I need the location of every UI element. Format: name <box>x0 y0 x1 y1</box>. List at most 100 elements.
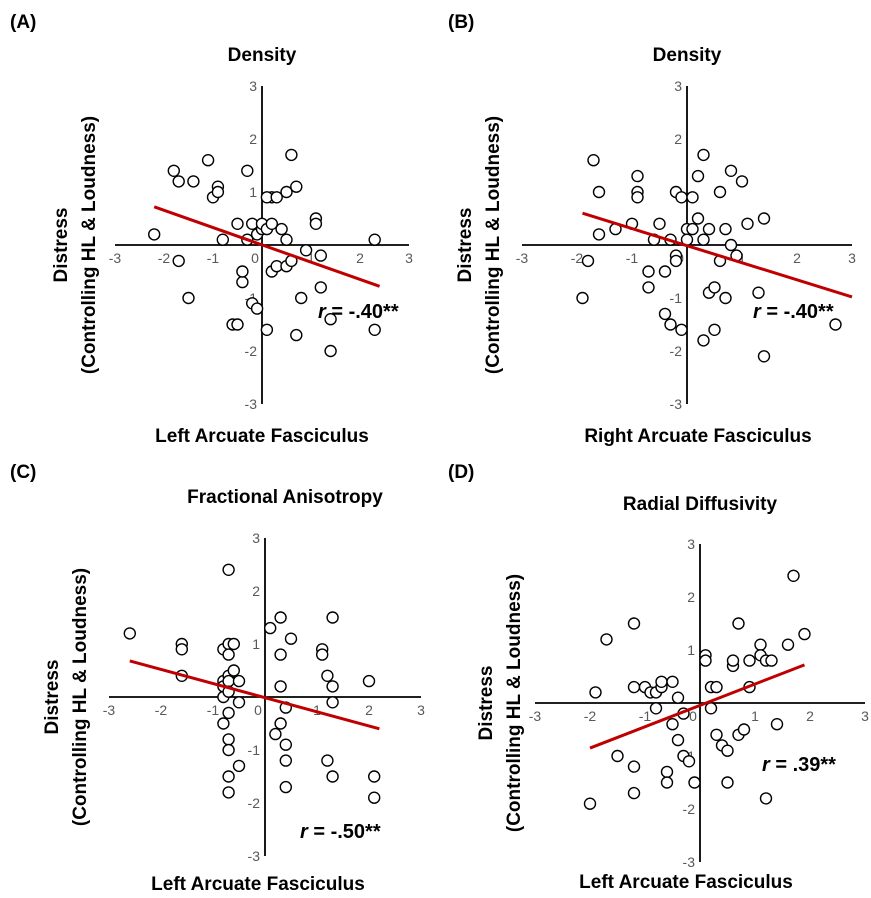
y-tick-label: 3 <box>252 530 260 546</box>
data-point <box>675 323 688 336</box>
data-point <box>250 302 264 315</box>
x-tick-label: 0 <box>254 702 262 718</box>
x-axis-label: Right Arcuate Fasciculus <box>584 426 811 447</box>
data-point <box>726 654 740 667</box>
y-axis-label-line2: (Controlling HL & Loudness) <box>504 574 525 832</box>
x-tick-label: 2 <box>793 250 801 266</box>
data-point <box>697 233 710 246</box>
data-point <box>631 191 644 204</box>
data-point <box>732 617 745 630</box>
x-tick-label: 0 <box>251 250 259 266</box>
data-point <box>611 749 624 763</box>
data-point <box>704 702 718 715</box>
data-point <box>627 760 641 773</box>
data-point <box>295 291 308 305</box>
data-point <box>721 776 734 789</box>
data-point <box>167 164 181 178</box>
data-point <box>227 637 241 651</box>
panel-letter: (B) <box>448 12 474 33</box>
data-point <box>655 675 668 688</box>
data-point <box>666 718 679 731</box>
data-point <box>123 627 137 640</box>
y-axis-label-line1: Distress <box>476 666 497 741</box>
data-point <box>290 328 303 342</box>
correlation-value: = -.50** <box>308 821 381 843</box>
y-axis-label-line2: (Controlling HL & Loudness) <box>483 116 504 374</box>
data-point <box>688 776 701 789</box>
data-point <box>362 674 376 688</box>
y-tick-label: -3 <box>670 396 683 412</box>
y-tick-label: -1 <box>248 742 261 758</box>
data-point <box>368 233 381 246</box>
y-tick-label: 2 <box>674 131 682 147</box>
data-point <box>264 621 277 635</box>
x-tick-label: 2 <box>356 250 364 266</box>
x-tick-label: 3 <box>417 702 425 718</box>
y-tick-label: -3 <box>683 854 696 870</box>
y-tick-label: -3 <box>248 848 261 864</box>
data-point <box>324 313 337 326</box>
data-point <box>222 770 235 783</box>
x-tick-label: -3 <box>109 250 122 266</box>
x-tick-label: -3 <box>529 708 542 724</box>
data-point <box>592 228 606 241</box>
x-tick-label: -2 <box>158 250 171 266</box>
data-point <box>686 191 699 204</box>
x-tick-label: -1 <box>207 702 220 718</box>
y-axis-label-line1: Distress <box>42 660 63 735</box>
data-point <box>222 674 235 688</box>
trend-line <box>582 211 853 299</box>
x-tick-label: 0 <box>689 708 697 724</box>
data-point <box>741 217 754 231</box>
y-tick-label: 2 <box>252 583 260 599</box>
data-point <box>724 238 738 252</box>
data-point <box>232 759 246 773</box>
y-axis-label-line1: Distress <box>51 208 72 283</box>
data-point <box>368 791 381 804</box>
data-point <box>691 212 705 225</box>
data-point <box>671 733 685 747</box>
panel-c: (C) Fractional Anisotropy -3 -2 -1 0 1 2 3 -3 -2 -1… <box>10 462 425 895</box>
x-axis-label: Left Arcuate Fasciculus <box>579 872 793 893</box>
x-tick-label: 3 <box>405 250 413 266</box>
data-point <box>710 680 723 694</box>
data-point <box>260 323 274 336</box>
data-point <box>368 323 381 336</box>
data-point <box>368 770 381 783</box>
y-tick-label: -2 <box>248 795 261 811</box>
data-point <box>172 175 185 188</box>
data-point <box>658 265 672 278</box>
x-tick-label: 1 <box>313 702 321 718</box>
x-tick-label: -1 <box>207 250 220 266</box>
x-axis-label: Left Arcuate Fasciculus <box>151 874 365 895</box>
x-tick-label: 1 <box>751 708 759 724</box>
data-point <box>697 334 710 347</box>
y-axis-label-line2: (Controlling HL & Loudness) <box>79 116 100 374</box>
data-point <box>600 633 613 646</box>
y-tick-label: -2 <box>670 343 683 359</box>
correlation-r-symbol: r <box>762 754 771 776</box>
correlation-label: r = -.50** <box>300 821 381 843</box>
data-point <box>587 153 600 167</box>
y-tick-label: -3 <box>245 396 258 412</box>
data-point <box>581 254 595 268</box>
data-point <box>708 323 721 336</box>
y-tick-label: 3 <box>687 536 695 552</box>
data-point <box>721 744 734 757</box>
data-point <box>275 222 288 236</box>
data-point <box>232 674 246 688</box>
data-point <box>241 164 254 178</box>
data-point <box>326 611 339 624</box>
data-point <box>660 765 674 779</box>
data-point <box>576 291 589 305</box>
y-tick-label: 1 <box>687 642 695 658</box>
data-point <box>231 217 244 231</box>
y-tick-label: 1 <box>249 184 257 200</box>
data-point <box>236 265 249 278</box>
data-point <box>719 222 732 236</box>
data-point <box>274 611 287 624</box>
trend-line <box>589 663 806 750</box>
x-tick-label: 3 <box>861 708 869 724</box>
x-tick-label: -3 <box>516 250 529 266</box>
